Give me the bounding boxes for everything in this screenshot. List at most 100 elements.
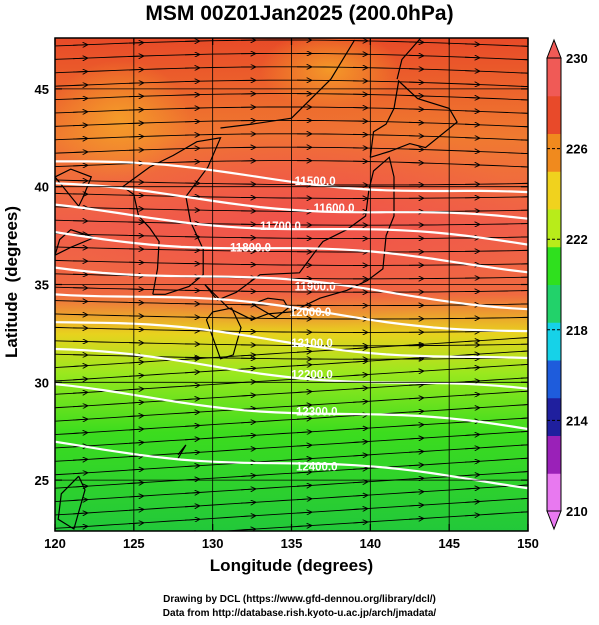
streamline [55, 313, 528, 320]
coastline [177, 444, 187, 459]
colorbar-segment [547, 133, 561, 172]
wind-arrow [520, 350, 528, 352]
wind-arrow [72, 500, 87, 501]
wind-arrow [464, 502, 479, 503]
credit-data: Data from http://database.rish.kyoto-u.a… [162, 608, 437, 619]
wind-arrow [520, 390, 528, 393]
wind-arrow [464, 138, 479, 139]
colorbar-segment [547, 435, 561, 474]
wind-arrow [520, 511, 528, 513]
wind-arrow [240, 502, 255, 503]
wind-arrow [352, 522, 367, 523]
x-tick-label: 120 [44, 536, 66, 551]
wind-arrow [464, 354, 479, 355]
streamline [55, 192, 528, 199]
wind-arrow [520, 363, 528, 366]
wind-arrow [464, 368, 479, 369]
coastline [396, 38, 422, 80]
wind-arrow [240, 476, 255, 477]
wind-arrow [408, 465, 423, 466]
wind-arrow [520, 99, 528, 101]
wind-arrow [296, 499, 311, 500]
wind-arrow [464, 381, 479, 382]
colorbar-segment [547, 322, 561, 361]
wind-arrow [520, 126, 528, 128]
wind-arrow [72, 152, 87, 153]
streamline [55, 93, 528, 101]
wind-arrow [128, 523, 143, 524]
wind-arrow [464, 408, 479, 409]
wind-arrow [184, 358, 199, 359]
wind-arrow [72, 513, 87, 514]
streamline [55, 259, 528, 266]
x-axis-label: Longitude (degrees) [209, 556, 374, 575]
wind-arrow [464, 97, 479, 98]
wind-arrow [408, 398, 423, 399]
wind-arrow [408, 478, 423, 479]
y-tick-label: 30 [35, 375, 49, 390]
wind-arrow [352, 348, 367, 349]
wind-arrow [464, 515, 479, 516]
streamline [55, 353, 528, 360]
streamline [55, 337, 528, 369]
wind-arrow [128, 496, 143, 497]
wind-arrow [352, 375, 367, 376]
wind-arrow [72, 112, 87, 113]
wind-arrow [128, 389, 143, 390]
y-tick-label: 25 [35, 473, 49, 488]
streamline [218, 511, 528, 531]
streamline [55, 219, 528, 226]
wind-arrow [72, 98, 87, 99]
wind-arrow [184, 425, 199, 426]
colorbar-segment [547, 95, 561, 134]
wind-arrow [240, 422, 255, 423]
wind-arrow [128, 442, 143, 443]
colorbar-segment [547, 360, 561, 399]
wind-arrow [520, 457, 528, 460]
wind-arrow [464, 475, 479, 476]
wind-arrow [240, 489, 255, 490]
wind-arrow [352, 361, 367, 362]
wind-arrow [520, 72, 528, 74]
colorbar-segment [547, 473, 561, 512]
wind-arrow [352, 388, 367, 389]
colorbar-max-triangle [546, 38, 562, 59]
wind-arrow [72, 486, 87, 487]
streamline [55, 326, 528, 333]
wind-arrow [408, 505, 423, 506]
wind-arrow [464, 448, 479, 449]
wind-arrow [408, 451, 423, 452]
wind-arrow [72, 473, 87, 474]
wind-arrow [520, 497, 528, 500]
streamline [55, 444, 528, 476]
colorbar-segment [547, 284, 561, 323]
coastline [121, 137, 222, 295]
coastline [55, 229, 97, 256]
wind-arrow [240, 355, 255, 356]
colorbar-tick-label: 218 [566, 323, 588, 338]
contour-label: 11600.0 [314, 203, 355, 215]
wind-arrow [352, 455, 367, 456]
wind-arrow [72, 45, 87, 46]
colorbar-tick-label: 222 [566, 232, 588, 247]
wind-arrow [464, 488, 479, 489]
wind-arrow [72, 419, 87, 420]
wind-arrow [73, 540, 87, 541]
wind-arrow [520, 139, 528, 141]
wind-arrow [520, 484, 528, 486]
contour-label: 11800.0 [230, 242, 271, 254]
wind-arrow [520, 152, 528, 155]
coastline [369, 79, 458, 158]
wind-arrow [296, 392, 311, 393]
colorbar-segment [547, 171, 561, 210]
wind-arrow [352, 482, 367, 483]
wind-arrow [184, 439, 199, 440]
streamline [55, 497, 528, 529]
wind-arrow [352, 509, 367, 510]
coastline [251, 297, 290, 319]
y-tick-label: 45 [35, 82, 49, 97]
wind-arrow [184, 412, 199, 413]
wind-arrow [464, 341, 479, 342]
wind-arrow [520, 377, 528, 379]
contour-label: 12000.0 [290, 307, 332, 319]
